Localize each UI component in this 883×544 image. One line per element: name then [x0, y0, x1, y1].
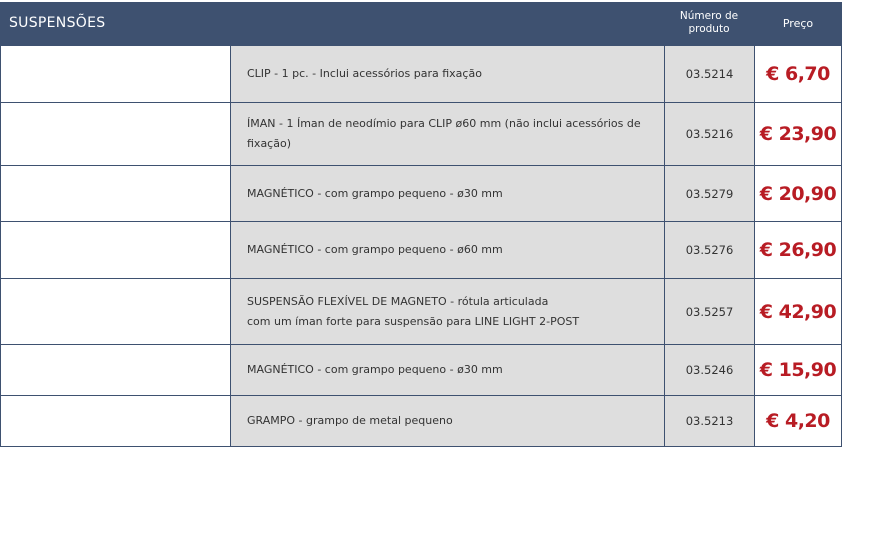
description-line2: com um íman forte para suspensão para LI…: [247, 314, 580, 328]
description-cell: SUSPENSÃO FLEXÍVEL DE MAGNETO - rótula a…: [230, 278, 665, 345]
column-header-number-line2: produto: [688, 23, 730, 35]
price: € 20,90: [754, 165, 842, 222]
description: GRAMPO - grampo de metal pequeno: [247, 414, 453, 427]
description-cell: MAGNÉTICO - com grampo pequeno - ø60 mm: [230, 221, 665, 279]
product-number: 03.5257: [664, 278, 755, 345]
product-number: 03.5279: [664, 165, 755, 222]
description-cell: CLIP - 1 pc. - Inclui acessórios para fi…: [230, 45, 665, 103]
description: MAGNÉTICO - com grampo pequeno - ø60 mm: [247, 243, 503, 256]
price: € 15,90: [754, 344, 842, 396]
product-number: 03.5214: [664, 45, 755, 103]
price: € 23,90: [754, 102, 842, 166]
image-cell: [0, 278, 231, 345]
section-title: SUSPENSÕES: [9, 15, 106, 31]
product-number: 03.5216: [664, 102, 755, 166]
table-row: GRAMPO - grampo de metal pequeno 03.5213…: [0, 395, 842, 447]
table-row: MAGNÉTICO - com grampo pequeno - ø60 mm …: [0, 221, 842, 279]
description: CLIP - 1 pc. - Inclui acessórios para fi…: [247, 67, 482, 80]
description: ÍMAN - 1 Íman de neodímio para CLIP ø60 …: [247, 117, 641, 150]
table-row: SUSPENSÃO FLEXÍVEL DE MAGNETO - rótula a…: [0, 278, 842, 345]
price: € 26,90: [754, 221, 842, 279]
table-row: CLIP - 1 pc. - Inclui acessórios para fi…: [0, 45, 842, 103]
description-cell: MAGNÉTICO - com grampo pequeno - ø30 mm: [230, 165, 665, 222]
product-number: 03.5246: [664, 344, 755, 396]
table-header: SUSPENSÕES Número de produto Preço: [0, 2, 842, 45]
price: € 6,70: [754, 45, 842, 103]
image-cell: [0, 45, 231, 103]
product-number: 03.5213: [664, 395, 755, 447]
table-row: MAGNÉTICO - com grampo pequeno - ø30 mm …: [0, 344, 842, 396]
image-cell: [0, 165, 231, 222]
price: € 4,20: [754, 395, 842, 447]
table-row: ÍMAN - 1 Íman de neodímio para CLIP ø60 …: [0, 102, 842, 166]
image-cell: [0, 221, 231, 279]
image-cell: [0, 344, 231, 396]
description-cell: ÍMAN - 1 Íman de neodímio para CLIP ø60 …: [230, 102, 665, 166]
table-row: MAGNÉTICO - com grampo pequeno - ø30 mm …: [0, 165, 842, 222]
column-header-number-line1: Número de: [679, 10, 739, 22]
description: MAGNÉTICO - com grampo pequeno - ø30 mm: [247, 186, 503, 200]
description: MAGNÉTICO - com grampo pequeno - ø30 mm: [247, 363, 503, 376]
description-cell: MAGNÉTICO - com grampo pequeno - ø30 mm: [230, 344, 665, 396]
product-number: 03.5276: [664, 221, 755, 279]
image-cell: [0, 102, 231, 166]
price: € 42,90: [754, 278, 842, 345]
column-header-number: Número de produto: [664, 10, 754, 36]
column-header-price: Preço: [782, 17, 814, 30]
image-cell: [0, 395, 231, 447]
description: SUSPENSÃO FLEXÍVEL DE MAGNETO - rótula a…: [247, 294, 549, 308]
description-cell: GRAMPO - grampo de metal pequeno: [230, 395, 665, 447]
